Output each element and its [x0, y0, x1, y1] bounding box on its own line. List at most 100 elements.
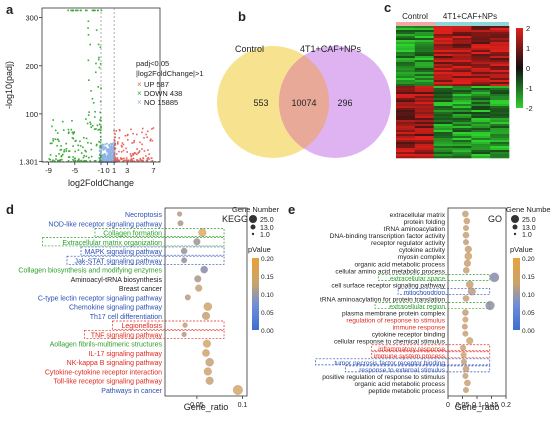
volcano-point-down: [60, 145, 62, 147]
heatmap-cell: [490, 74, 510, 77]
volcano-point-down: [100, 126, 102, 129]
heatmap-cell: [471, 64, 491, 67]
heatmap-cell: [471, 92, 491, 95]
kegg-term-label: Toll-like receptor signaling pathway: [53, 379, 162, 386]
kegg-term-labels: Necroptosis NOD-like receptor signaling p…: [18, 212, 162, 395]
heatmap-cell: [452, 76, 472, 79]
heatmap-cell: [414, 28, 434, 31]
volcano-point-no: [109, 159, 112, 162]
volcano-point-down: [82, 136, 85, 139]
heatmap-cell: [414, 66, 434, 69]
heatmap-colorbar: [516, 28, 523, 108]
volcano-point-down: [98, 157, 101, 159]
volcano-point-no: [99, 157, 102, 160]
panel-d: d KEGG Necroptosis NOD-like receptor sign…: [6, 202, 280, 412]
volcano-point-down: [91, 9, 94, 12]
heatmap-cell: [471, 46, 491, 49]
volcano-point-up: [133, 139, 135, 142]
heatmap-cell: [433, 108, 453, 111]
heatmap-cell: [396, 118, 416, 121]
heatmap-cell: [490, 128, 510, 131]
volcano-point-up: [151, 160, 154, 162]
heatmap-cell: [452, 26, 472, 29]
heatmap-cell: [471, 96, 491, 99]
heatmap-cell: [471, 82, 491, 85]
go-size-legend-title: Gene Number: [506, 205, 550, 214]
volcano-point-no: [101, 143, 104, 146]
heatmap-cell: [471, 118, 491, 121]
heatmap-cell: [396, 120, 416, 123]
volcano-point-up: [118, 150, 120, 153]
heatmap-cell: [414, 110, 434, 113]
volcano-point-up: [125, 157, 128, 159]
go-point: [464, 252, 473, 261]
go-point: [463, 259, 471, 267]
volcano-point-down: [76, 9, 78, 12]
heatmap-cell: [471, 32, 491, 35]
volcano-point-down: [72, 145, 74, 147]
kegg-x-label: Gene_ratio: [184, 402, 229, 412]
volcano-point-up: [127, 133, 129, 136]
heatmap-cell: [452, 114, 472, 117]
volcano-point-up: [115, 153, 118, 155]
heatmap-cell: [471, 112, 491, 115]
heatmap-cell: [490, 94, 510, 97]
heatmap-cell: [490, 32, 510, 35]
volcano-point-up: [138, 150, 141, 152]
heatmap-cell: [433, 122, 453, 125]
volcano-point-down: [84, 149, 86, 152]
volcano-point-up: [126, 138, 129, 141]
volcano-point-down: [55, 155, 57, 157]
venn-set-control-label: Control: [235, 44, 264, 54]
heatmap-cell: [471, 156, 491, 159]
heatmap-cell: [471, 134, 491, 137]
volcano-point-down: [95, 144, 98, 147]
volcano-point-down: [67, 156, 70, 159]
volcano-point-down: [90, 142, 92, 145]
heatmap-cell: [490, 110, 510, 113]
heatmap-cell: [433, 116, 453, 119]
heatmap-cell: [471, 142, 491, 145]
heatmap-cell: [396, 122, 416, 125]
go-term-label: myosin complex: [398, 254, 446, 261]
volcano-point-no: [112, 159, 114, 162]
heatmap-cell: [396, 108, 416, 111]
kegg-pvalue-ticks: 0.20 0.15 0.10 0.05 0.00: [261, 256, 274, 335]
heatmap-cell: [396, 62, 416, 65]
go-term-label: immune system process: [374, 353, 446, 360]
volcano-point-down: [99, 159, 101, 161]
heatmap-cell: [452, 64, 472, 67]
volcano-point-up: [141, 131, 143, 134]
kegg-point: [194, 275, 202, 283]
heatmap-cell: [433, 90, 453, 93]
volcano-y-tick-label: 100: [25, 110, 38, 119]
heatmap-cell: [433, 28, 453, 31]
volcano-point-up: [123, 157, 125, 160]
heatmap-cell: [414, 104, 434, 107]
kegg-point: [177, 211, 183, 217]
heatmap-cell: [414, 88, 434, 91]
kegg-size-legend-dot-large: [249, 215, 257, 223]
go-highlight-box: [371, 344, 491, 352]
heatmap-cell: [452, 96, 472, 99]
volcano-point-no: [111, 148, 113, 150]
volcano-point-up: [120, 157, 123, 160]
heatmap-cell: [396, 86, 416, 89]
volcano-x-tick-label: -5: [71, 166, 78, 175]
volcano-point-up: [125, 147, 127, 150]
volcano-point-down: [79, 145, 82, 147]
volcano-y-label: -log10(padj): [4, 61, 14, 109]
volcano-point-down: [99, 131, 102, 134]
volcano-point-no: [99, 150, 101, 152]
volcano-point-down: [82, 146, 84, 149]
volcano-point-no: [102, 149, 105, 151]
heatmap-cell: [396, 32, 416, 35]
volcano-point-down: [60, 148, 63, 151]
heatmap-cell: [471, 126, 491, 129]
volcano-point-up: [130, 128, 132, 131]
volcano-point-up: [122, 149, 125, 152]
go-x-tick-label: 0.1: [472, 402, 482, 409]
volcano-point-down: [100, 9, 103, 12]
volcano-point-up: [148, 158, 150, 160]
heatmap-cell: [471, 124, 491, 127]
